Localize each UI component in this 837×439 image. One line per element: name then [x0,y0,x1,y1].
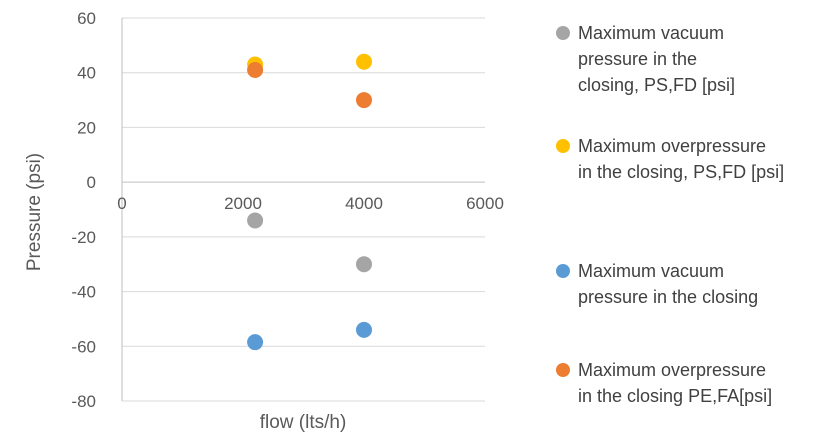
y-axis-title: Pressure (psi) [24,153,45,271]
legend-label: in the closing PE,FA[psi] [578,386,772,406]
data-point [247,212,264,229]
legend-label: Maximum vacuum [578,23,724,43]
y-tick-label: -20 [71,228,96,247]
y-tick-labels: 60 40 20 0 -20 -40 -60 -80 [71,9,96,411]
legend-label: Maximum vacuum [578,261,724,281]
x-tick-label: 6000 [466,194,504,213]
axes [121,18,485,401]
legend-label: in the closing, PS,FD [psi] [578,162,784,182]
legend-item: Maximum vacuum pressure in the closing [556,261,758,307]
y-tick-label: -40 [71,283,96,302]
legend-marker [556,363,570,377]
legend-label: Maximum overpressure [578,136,766,156]
y-tick-label: 40 [77,64,96,83]
data-points [247,53,372,351]
legend-label: pressure in the closing [578,287,758,307]
legend-label: closing, PS,FD [psi] [578,75,735,95]
legend-item: Maximum vacuum pressure in the closing, PS… [556,23,735,95]
legend-marker [556,139,570,153]
legend-label: pressure in the [578,49,697,69]
data-point [356,53,372,70]
x-tick-labels: 0 2000 4000 6000 [117,194,504,213]
y-tick-label: 0 [87,173,96,192]
legend-marker [556,264,570,278]
data-point [356,321,372,338]
y-tick-label: -80 [71,392,96,411]
legend-item: Maximum overpressure in the closing PE,FA… [556,360,772,406]
y-tick-label: 60 [77,9,96,28]
x-tick-label: 4000 [345,194,383,213]
legend: Maximum vacuum pressure in the closing, PS… [556,23,784,406]
legend-marker [556,26,570,40]
y-tick-label: -60 [71,337,96,356]
x-tick-label: 0 [117,194,126,213]
data-point [356,256,372,273]
legend-label: Maximum overpressure [578,360,766,380]
legend-item: Maximum overpressure in the closing, PS,F… [556,136,784,182]
data-point [247,61,264,78]
x-tick-label: 2000 [224,194,262,213]
gridlines [122,17,485,402]
data-point [247,334,264,351]
data-point [356,92,372,109]
y-tick-label: 20 [77,118,96,137]
x-axis-title: flow (lts/h) [260,412,347,433]
